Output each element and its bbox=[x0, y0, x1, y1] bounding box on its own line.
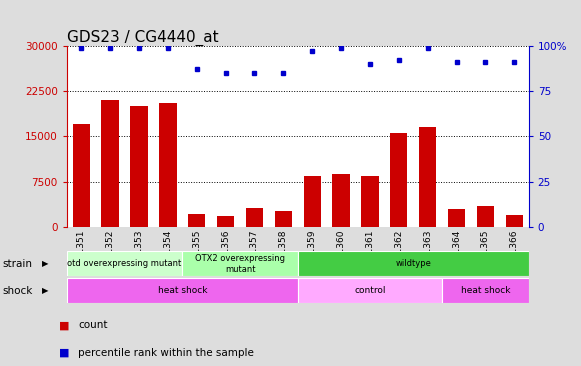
Bar bbox=[188, 214, 206, 227]
Text: ■: ■ bbox=[59, 348, 69, 358]
Bar bbox=[390, 133, 407, 227]
Bar bbox=[182, 251, 297, 276]
Text: ▶: ▶ bbox=[42, 286, 49, 295]
Bar bbox=[361, 176, 379, 227]
Bar bbox=[246, 208, 263, 227]
Bar bbox=[217, 216, 234, 227]
Text: percentile rank within the sample: percentile rank within the sample bbox=[78, 348, 254, 358]
Text: ▶: ▶ bbox=[42, 259, 49, 268]
Bar bbox=[505, 215, 523, 227]
Text: shock: shock bbox=[3, 285, 33, 296]
Bar bbox=[67, 278, 298, 303]
Text: ■: ■ bbox=[59, 321, 69, 330]
Bar bbox=[130, 106, 148, 227]
Bar bbox=[73, 124, 90, 227]
Text: control: control bbox=[354, 286, 386, 295]
Bar bbox=[298, 278, 442, 303]
Text: heat shock: heat shock bbox=[157, 286, 207, 295]
Text: heat shock: heat shock bbox=[461, 286, 510, 295]
Bar bbox=[67, 251, 182, 276]
Bar bbox=[442, 278, 529, 303]
Bar bbox=[477, 206, 494, 227]
Text: GDS23 / CG4440_at: GDS23 / CG4440_at bbox=[67, 30, 218, 46]
Text: strain: strain bbox=[3, 259, 33, 269]
Bar bbox=[159, 103, 177, 227]
Bar bbox=[275, 210, 292, 227]
Bar bbox=[303, 176, 321, 227]
Bar bbox=[298, 251, 529, 276]
Text: otd overexpressing mutant: otd overexpressing mutant bbox=[67, 259, 182, 268]
Text: count: count bbox=[78, 321, 108, 330]
Bar bbox=[419, 127, 436, 227]
Bar bbox=[102, 100, 119, 227]
Text: OTX2 overexpressing
mutant: OTX2 overexpressing mutant bbox=[195, 254, 285, 274]
Text: wildtype: wildtype bbox=[395, 259, 431, 268]
Bar bbox=[332, 174, 350, 227]
Bar bbox=[448, 209, 465, 227]
